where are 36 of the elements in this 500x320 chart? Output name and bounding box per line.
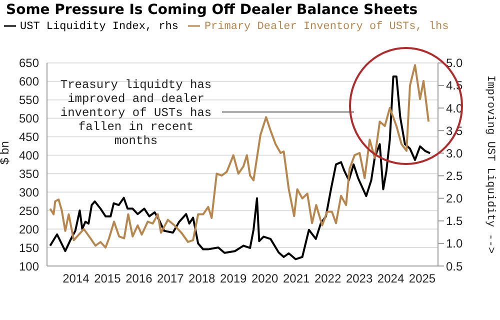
x-tick-label: 2023 xyxy=(346,272,373,286)
x-tick-label: 2024 xyxy=(377,272,404,286)
y2-tick-label: 1.5 xyxy=(446,214,464,228)
y-tick-label: 650 xyxy=(18,56,40,70)
y-tick-label: 200 xyxy=(18,222,40,236)
y-tick-label: 600 xyxy=(18,74,40,89)
x-tick-label: 2020 xyxy=(252,272,279,286)
y-tick-label: 100 xyxy=(18,259,40,274)
y2-tick-label: 2.5 xyxy=(446,168,464,183)
x-tick-label: 2017 xyxy=(157,272,184,286)
legend-label: UST Liquidity Index, rhs xyxy=(20,20,178,33)
x-tick-label: 2019 xyxy=(220,272,248,286)
y-tick-label: 400 xyxy=(18,148,40,162)
y2-tick-label: 2.0 xyxy=(446,192,464,206)
y2-tick-label: 5.0 xyxy=(446,56,464,70)
legend-label: Primary Dealer Inventory of USTs, lhs xyxy=(204,20,449,33)
x-tick-label: 2018 xyxy=(188,272,216,286)
x-tick-label: 2021 xyxy=(282,272,310,286)
y-tick-label: 450 xyxy=(18,130,40,144)
x-tick-label: 2015 xyxy=(94,272,122,286)
y2-tick-label: 3.0 xyxy=(446,146,464,160)
chart-title: Some Pressure Is Coming Off Dealer Balance Sheets xyxy=(6,2,418,18)
y-tick-label: 250 xyxy=(18,204,40,218)
annotation: Treasury liquidty has improved and dealer inventory of USTs has fallen in recent months xyxy=(60,78,212,148)
y2-axis-title: Improving UST Liquidity --> xyxy=(484,75,496,254)
y-tick-label: 350 xyxy=(18,166,40,181)
x-tick-label: 2025 xyxy=(408,272,436,286)
y2-tick-label: 1.0 xyxy=(446,236,464,251)
y-tick-label: 300 xyxy=(18,185,40,200)
x-tick-label: 2014 xyxy=(62,272,90,286)
x-tick-label: 2016 xyxy=(126,272,153,286)
x-tick-label: 2022 xyxy=(314,272,342,286)
y-tick-label: 500 xyxy=(18,112,40,126)
y-tick-label: 150 xyxy=(18,240,40,255)
y2-tick-label: 0.5 xyxy=(446,259,464,274)
y-tick-label: 550 xyxy=(18,93,40,108)
